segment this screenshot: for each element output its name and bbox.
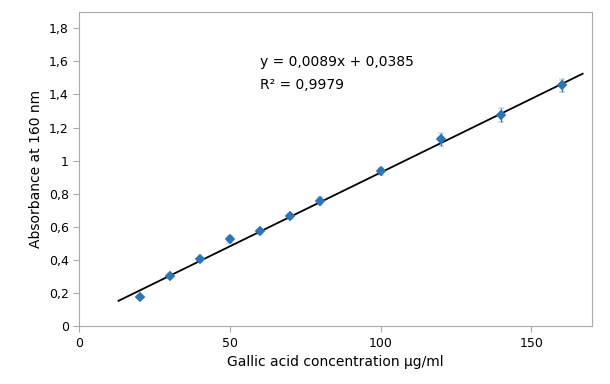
X-axis label: Gallic acid concentration μg/ml: Gallic acid concentration μg/ml (227, 355, 444, 369)
Y-axis label: Absorbance at 160 nm: Absorbance at 160 nm (29, 90, 43, 248)
Text: R² = 0,9979: R² = 0,9979 (260, 78, 344, 93)
Text: y = 0,0089x + 0,0385: y = 0,0089x + 0,0385 (260, 55, 414, 69)
